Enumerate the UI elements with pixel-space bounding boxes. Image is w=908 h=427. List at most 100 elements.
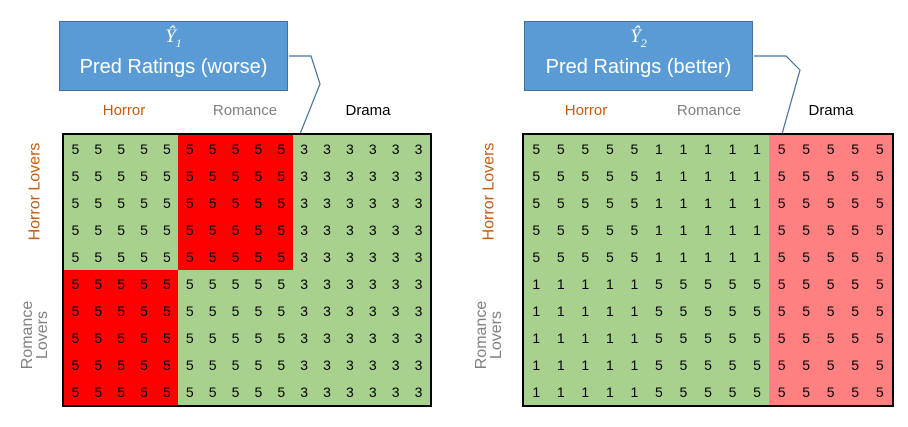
rating-cell: 1 bbox=[646, 162, 672, 189]
rating-cell: 5 bbox=[247, 162, 270, 189]
rating-cell: 1 bbox=[622, 324, 647, 351]
rating-cell: 3 bbox=[384, 324, 408, 351]
rating-cell: 5 bbox=[818, 243, 843, 270]
rating-cell: 5 bbox=[867, 189, 892, 216]
rating-cell: 3 bbox=[292, 351, 316, 378]
rating-cell: 5 bbox=[622, 243, 647, 270]
rating-cell: 5 bbox=[178, 270, 202, 297]
rating-cell: 5 bbox=[201, 297, 225, 324]
rating-cell: 5 bbox=[155, 243, 179, 270]
rating-cell: 3 bbox=[384, 216, 408, 243]
rating-cell: 5 bbox=[793, 216, 819, 243]
rating-cell: 5 bbox=[548, 135, 574, 162]
rating-cell: 5 bbox=[132, 162, 156, 189]
rating-cell: 1 bbox=[597, 351, 623, 378]
rating-cell: 3 bbox=[315, 297, 339, 324]
rating-cell: 3 bbox=[361, 270, 385, 297]
rating-cell: 1 bbox=[597, 324, 623, 351]
rating-cell: 5 bbox=[524, 216, 549, 243]
rating-cell: 5 bbox=[720, 270, 745, 297]
rating-cell: 5 bbox=[109, 270, 133, 297]
rating-cell: 3 bbox=[292, 189, 316, 216]
rating-cell: 5 bbox=[671, 378, 696, 405]
rating-cell: 5 bbox=[132, 216, 156, 243]
rating-cell: 5 bbox=[109, 351, 133, 378]
rating-cell: 5 bbox=[201, 351, 225, 378]
rating-cell: 3 bbox=[407, 135, 430, 162]
rating-cell: 5 bbox=[155, 216, 179, 243]
rating-cell: 5 bbox=[224, 351, 247, 378]
rating-cell: 3 bbox=[407, 351, 430, 378]
rating-cell: 3 bbox=[361, 324, 385, 351]
rating-cell: 1 bbox=[671, 189, 696, 216]
rating-cell: 5 bbox=[178, 324, 202, 351]
rating-cell: 5 bbox=[818, 270, 843, 297]
rating-cell: 5 bbox=[793, 378, 819, 405]
rating-cell: 5 bbox=[524, 162, 549, 189]
rating-cell: 3 bbox=[338, 297, 362, 324]
rating-cell: 1 bbox=[573, 351, 598, 378]
rating-cell: 3 bbox=[384, 351, 408, 378]
rating-cell: 5 bbox=[793, 297, 819, 324]
rating-cell: 3 bbox=[361, 189, 385, 216]
rating-cell: 5 bbox=[178, 135, 202, 162]
prediction-callout-worse: Ŷ1 Pred Ratings (worse) bbox=[59, 21, 288, 91]
rating-cell: 3 bbox=[338, 378, 362, 405]
column-header-romance: Romance bbox=[676, 102, 742, 119]
rating-cell: 1 bbox=[720, 216, 745, 243]
rating-cell: 5 bbox=[201, 216, 225, 243]
rating-cell: 3 bbox=[292, 216, 316, 243]
rating-cell: 3 bbox=[338, 162, 362, 189]
rating-cell: 5 bbox=[269, 243, 293, 270]
rating-cell: 3 bbox=[361, 378, 385, 405]
rating-cell: 5 bbox=[132, 189, 156, 216]
rating-cell: 1 bbox=[744, 135, 770, 162]
rating-cell: 5 bbox=[769, 270, 794, 297]
rating-cell: 3 bbox=[338, 216, 362, 243]
rating-cell: 5 bbox=[793, 135, 819, 162]
rating-cell: 5 bbox=[132, 297, 156, 324]
rating-cell: 5 bbox=[201, 135, 225, 162]
rating-cell: 5 bbox=[793, 270, 819, 297]
rating-cell: 3 bbox=[315, 378, 339, 405]
rating-cell: 5 bbox=[178, 297, 202, 324]
rating-cell: 3 bbox=[338, 351, 362, 378]
rating-cell: 1 bbox=[622, 270, 647, 297]
rating-cell: 3 bbox=[384, 270, 408, 297]
rating-cell: 5 bbox=[842, 351, 868, 378]
rating-cell: 3 bbox=[407, 270, 430, 297]
rating-cell: 1 bbox=[720, 243, 745, 270]
rating-cell: 5 bbox=[769, 243, 794, 270]
rating-cell: 5 bbox=[155, 324, 179, 351]
column-header-drama: Drama bbox=[808, 102, 854, 119]
rating-cell: 5 bbox=[597, 135, 623, 162]
rating-cell: 1 bbox=[744, 162, 770, 189]
rating-cell: 5 bbox=[867, 270, 892, 297]
rating-cell: 3 bbox=[407, 243, 430, 270]
leader-line-worse bbox=[289, 55, 321, 135]
rating-cell: 5 bbox=[769, 162, 794, 189]
rating-cell: 5 bbox=[224, 135, 247, 162]
rating-cell: 5 bbox=[695, 270, 721, 297]
rating-cell: 5 bbox=[818, 351, 843, 378]
rating-cell: 1 bbox=[573, 270, 598, 297]
rating-cell: 3 bbox=[292, 297, 316, 324]
rating-cell: 5 bbox=[744, 324, 770, 351]
rating-cell: 5 bbox=[818, 297, 843, 324]
rating-cell: 5 bbox=[269, 216, 293, 243]
rating-cell: 1 bbox=[671, 216, 696, 243]
rating-cell: 5 bbox=[769, 378, 794, 405]
rating-cell: 5 bbox=[109, 324, 133, 351]
rating-cell: 3 bbox=[315, 270, 339, 297]
rating-cell: 5 bbox=[247, 351, 270, 378]
rating-cell: 5 bbox=[269, 297, 293, 324]
rating-cell: 5 bbox=[818, 216, 843, 243]
rating-cell: 5 bbox=[201, 243, 225, 270]
rating-cell: 1 bbox=[646, 216, 672, 243]
rating-cell: 5 bbox=[178, 189, 202, 216]
rating-cell: 5 bbox=[867, 324, 892, 351]
rating-cell: 5 bbox=[64, 135, 87, 162]
row-header-romance-lovers: Romance Lovers bbox=[19, 300, 51, 370]
rating-cell: 5 bbox=[769, 351, 794, 378]
